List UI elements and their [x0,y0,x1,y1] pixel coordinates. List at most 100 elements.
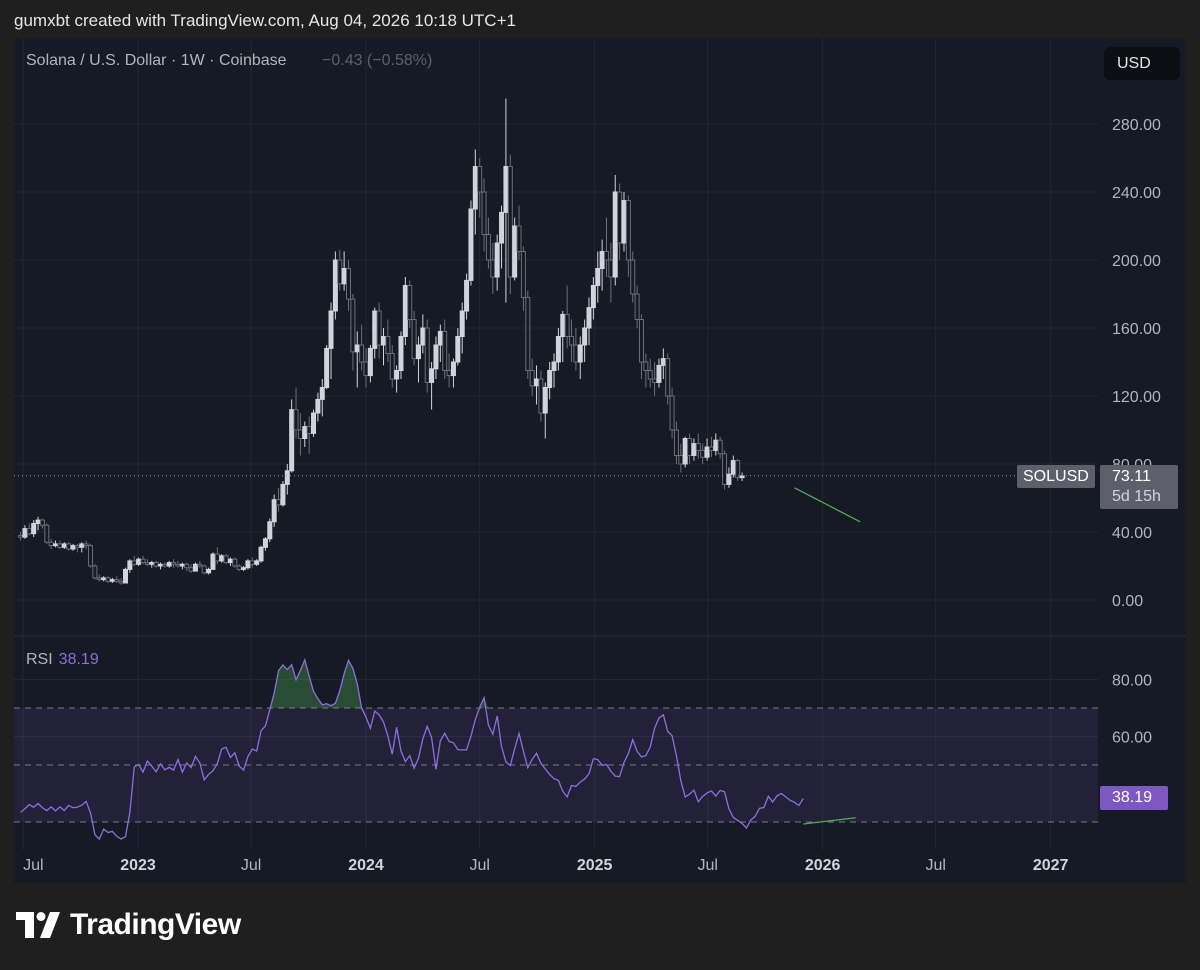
candle [192,562,198,572]
candle [74,543,80,553]
candle [455,328,461,366]
candle-body [131,560,137,565]
candle [284,464,290,495]
candle-body [542,387,548,414]
candle [490,243,496,294]
candle [83,540,89,549]
candle [429,362,435,410]
candle-body [311,412,317,434]
candle-body [669,395,675,431]
candle-body [289,409,295,472]
candle [140,555,146,565]
candle [188,564,194,573]
candle-body [324,347,330,388]
currency-button[interactable]: USD [1104,47,1180,80]
candle [477,158,483,218]
candle-body [695,443,701,451]
rsi-last-value-tag: 38.19 [1100,786,1168,810]
candle-body [468,208,474,281]
candle [660,348,666,379]
candle [380,328,386,366]
candle [687,433,693,464]
candle-body [284,470,290,485]
candle-body [18,534,24,538]
candle-body [389,353,395,380]
candle [450,358,456,388]
candle-body [254,560,260,565]
candle-body [608,259,614,278]
candle [109,577,115,583]
candle [166,560,172,568]
candle-body [241,567,247,570]
candle [656,358,662,388]
candle-body [499,211,505,244]
candle [157,562,163,570]
candle-body [660,358,666,366]
candle [586,297,592,345]
candle-body [332,259,338,312]
candle [538,370,544,422]
candle [621,192,627,252]
chart-legend-title[interactable]: Solana / U.S. Dollar · 1W · Coinbase [26,52,287,69]
candle-body [162,563,168,567]
time-tick-label: Jul [469,857,489,874]
rsi-line [20,657,804,841]
grid-lines [14,38,1186,850]
tradingview-logo[interactable]: TradingView [16,908,241,942]
candle [79,542,85,553]
candle [289,399,295,473]
candle [105,576,111,583]
candle-body [507,166,513,278]
candle [608,243,614,303]
candle [223,554,229,565]
candle-body [214,553,220,562]
candle [415,336,421,383]
candle [232,557,238,568]
candle-body [464,279,470,312]
candle-body [477,166,483,193]
rsi-legend[interactable]: RSI 38.19 [26,651,99,669]
candle-body [197,563,203,567]
candle-body [232,558,238,567]
candle-body [245,560,251,569]
candle-body [385,336,391,354]
candle-body [643,361,649,371]
candle [219,554,225,563]
candle [617,183,623,260]
candle [652,362,658,396]
candle-body [481,191,487,235]
candle [44,523,50,544]
bar-countdown: 5d 15h [1112,488,1161,505]
candle [503,98,509,303]
tradingview-logo-icon [16,912,60,938]
price-tick-label: 0.00 [1112,593,1143,610]
candle [262,537,268,551]
candle [407,280,413,328]
candle [398,331,404,379]
candle [726,467,732,488]
candle-body [302,426,308,440]
candle [153,560,159,568]
candle [297,413,303,456]
candle [569,319,575,362]
candle-body [315,398,321,414]
candle-body [109,579,115,582]
candle [376,302,382,359]
candle-body [415,344,421,360]
candle [525,290,531,379]
candle-body [490,259,496,278]
candle [735,458,741,481]
candle [551,353,557,388]
candle-body [70,545,76,550]
candle [144,559,150,566]
candle-body [328,310,334,349]
candle [328,302,334,379]
candle-body [144,562,150,565]
chart-area[interactable] [14,38,1186,883]
candle-body [262,538,268,548]
candle-body [582,327,588,346]
candle [149,560,155,568]
candle-body [577,344,583,363]
candle [302,421,308,447]
time-tick-label: Jul [23,857,43,874]
